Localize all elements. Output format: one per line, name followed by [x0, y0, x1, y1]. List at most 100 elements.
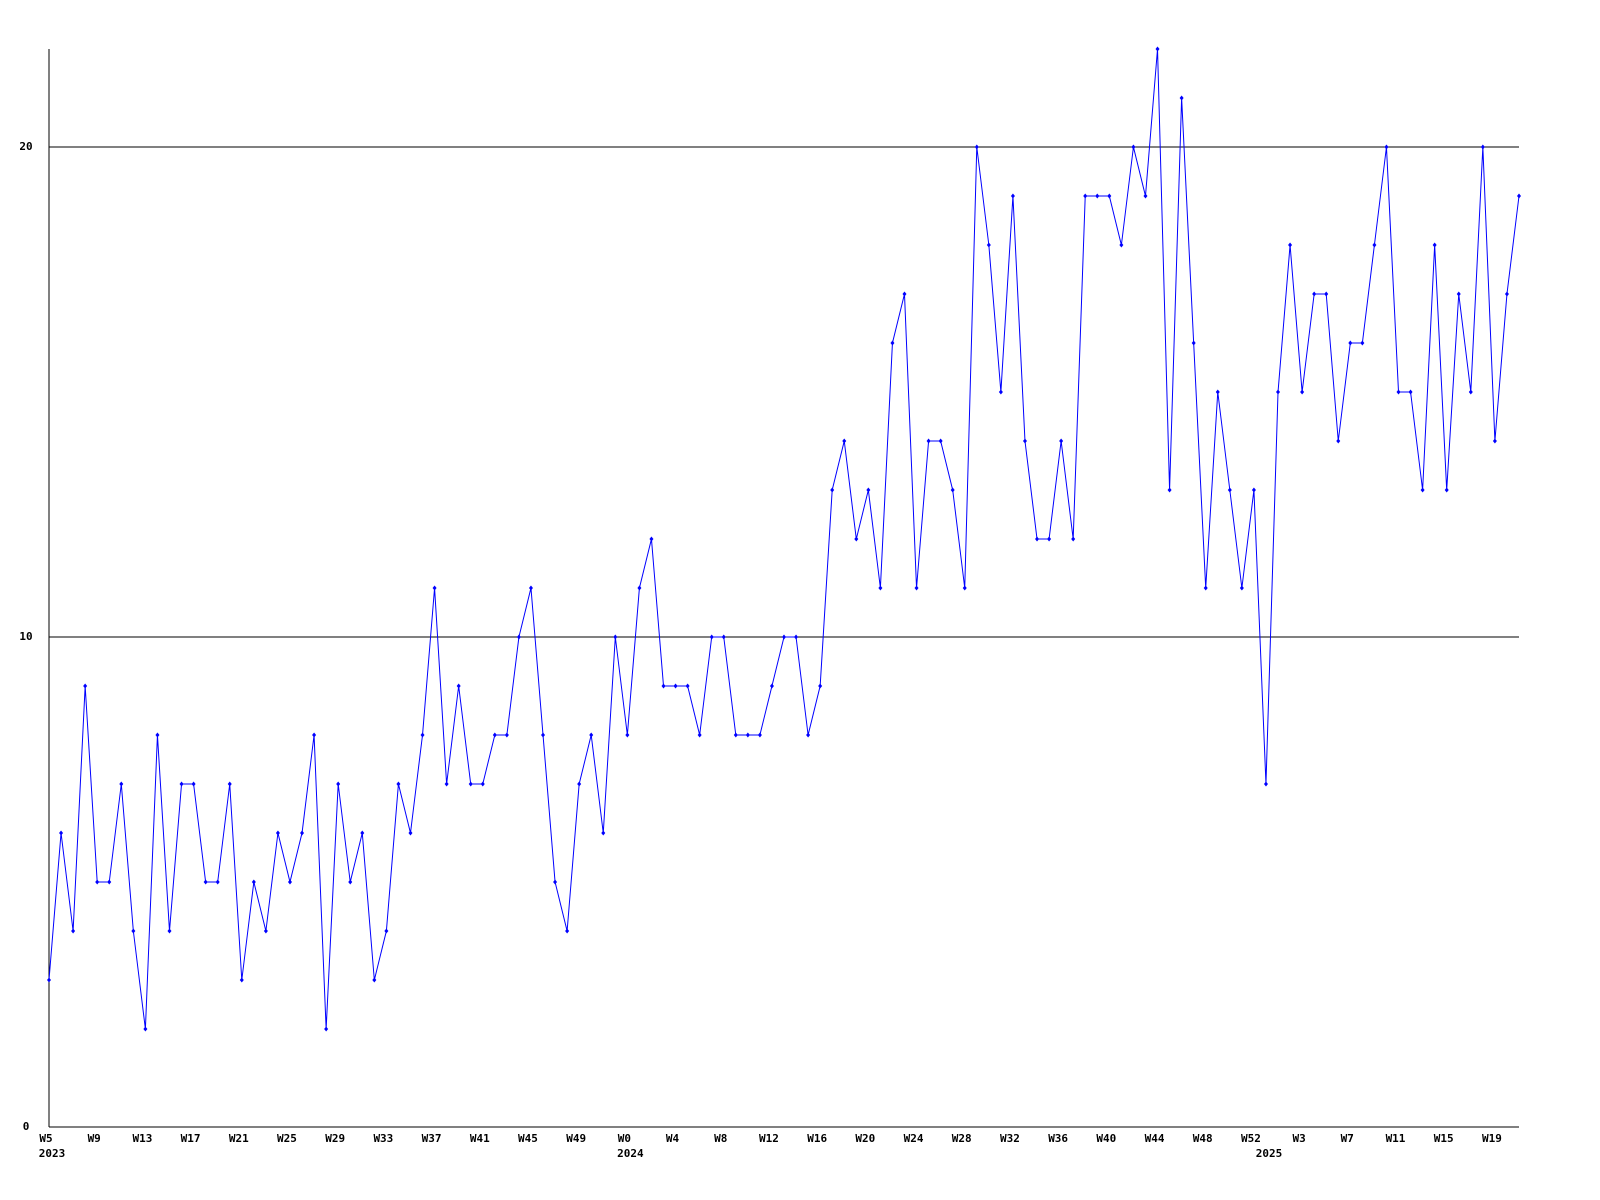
- data-point: [239, 977, 244, 983]
- y-tick-label: 20: [19, 140, 32, 153]
- data-point: [553, 879, 558, 885]
- data-point: [71, 928, 76, 934]
- data-point: [1288, 242, 1293, 248]
- data-point: [589, 732, 594, 738]
- year-label: 2025: [1256, 1147, 1283, 1160]
- data-point: [167, 928, 172, 934]
- x-tick-label: W0: [618, 1132, 631, 1145]
- data-point: [107, 879, 112, 885]
- data-point: [1251, 487, 1256, 493]
- data-point: [998, 389, 1003, 395]
- data-point: [372, 977, 377, 983]
- data-point: [1276, 389, 1281, 395]
- data-point: [1155, 46, 1160, 52]
- x-tick-label: W17: [181, 1132, 201, 1145]
- data-point: [577, 781, 582, 787]
- data-point: [878, 585, 883, 591]
- data-point: [1107, 193, 1112, 199]
- data-point: [794, 634, 799, 640]
- data-point: [468, 781, 473, 787]
- data-point: [986, 242, 991, 248]
- data-point: [709, 634, 714, 640]
- x-tick-label: W36: [1048, 1132, 1068, 1145]
- data-point: [1444, 487, 1449, 493]
- data-point: [1517, 193, 1521, 199]
- x-tick-label: W44: [1145, 1132, 1165, 1145]
- data-point: [348, 879, 353, 885]
- data-point: [516, 634, 521, 640]
- data-point: [974, 144, 979, 150]
- data-point: [1300, 389, 1305, 395]
- data-point: [420, 732, 425, 738]
- data-point: [1239, 585, 1244, 591]
- data-point: [697, 732, 702, 738]
- data-point: [275, 830, 280, 836]
- x-tick-label: W8: [714, 1132, 727, 1145]
- data-point: [1360, 340, 1365, 346]
- data-point: [1456, 291, 1461, 297]
- data-point: [312, 732, 317, 738]
- x-tick-label: W25: [277, 1132, 297, 1145]
- data-point: [227, 781, 232, 787]
- data-point: [1312, 291, 1317, 297]
- data-point: [782, 634, 786, 640]
- data-point: [842, 438, 847, 444]
- data-point: [1022, 438, 1027, 444]
- data-point: [565, 928, 570, 934]
- x-tick-label: W21: [229, 1132, 249, 1145]
- data-point: [1336, 438, 1341, 444]
- data-point: [1324, 291, 1329, 297]
- x-tick-label: W24: [904, 1132, 924, 1145]
- data-point: [59, 830, 64, 836]
- x-tick-label: W52: [1241, 1132, 1261, 1145]
- data-point: [1408, 389, 1413, 395]
- data-point: [1468, 389, 1473, 395]
- data-point: [1010, 193, 1015, 199]
- data-point: [721, 634, 726, 640]
- y-tick-label: 10: [19, 630, 32, 643]
- data-point: [287, 879, 292, 885]
- data-point: [950, 487, 955, 493]
- x-tick-label: W28: [952, 1132, 972, 1145]
- data-point: [1059, 438, 1064, 444]
- data-point: [336, 781, 341, 787]
- data-point: [1384, 144, 1389, 150]
- data-point: [914, 585, 919, 591]
- data-point: [661, 683, 666, 689]
- data-point: [324, 1026, 329, 1032]
- x-tick-label: W41: [470, 1132, 490, 1145]
- data-point: [1432, 242, 1437, 248]
- data-point: [1047, 536, 1052, 542]
- x-tick-label: W4: [666, 1132, 680, 1145]
- data-point: [637, 585, 642, 591]
- data-point: [890, 340, 895, 346]
- x-tick-label: W15: [1434, 1132, 1454, 1145]
- data-point: [95, 879, 100, 885]
- data-point: [806, 732, 811, 738]
- data-point: [480, 781, 485, 787]
- data-point: [432, 585, 437, 591]
- data-point: [757, 732, 762, 738]
- data-point: [251, 879, 256, 885]
- data-point: [1167, 487, 1172, 493]
- data-point: [1372, 242, 1377, 248]
- data-point: [866, 487, 871, 493]
- data-point: [1396, 389, 1401, 395]
- data-point: [408, 830, 413, 836]
- x-tick-label: W37: [422, 1132, 442, 1145]
- data-point: [830, 487, 835, 493]
- x-tick-label: W16: [807, 1132, 827, 1145]
- data-point: [1131, 144, 1136, 150]
- data-point: [818, 683, 823, 689]
- x-tick-label: W13: [132, 1132, 152, 1145]
- data-point: [504, 732, 509, 738]
- data-point: [902, 291, 907, 297]
- data-point: [769, 683, 774, 689]
- data-point: [745, 732, 750, 738]
- data-point: [854, 536, 859, 542]
- data-point: [444, 781, 449, 787]
- year-label: 2024: [617, 1147, 644, 1160]
- x-tick-label: W48: [1193, 1132, 1213, 1145]
- x-tick-label: W20: [855, 1132, 875, 1145]
- data-point: [1227, 487, 1232, 493]
